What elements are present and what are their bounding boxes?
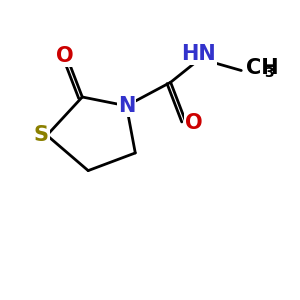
Text: 3: 3 — [264, 66, 274, 80]
Text: N: N — [118, 96, 135, 116]
Text: O: O — [185, 113, 203, 134]
Text: HN: HN — [181, 44, 216, 64]
Text: O: O — [56, 46, 74, 66]
Text: CH: CH — [246, 58, 278, 78]
Text: S: S — [34, 125, 49, 145]
